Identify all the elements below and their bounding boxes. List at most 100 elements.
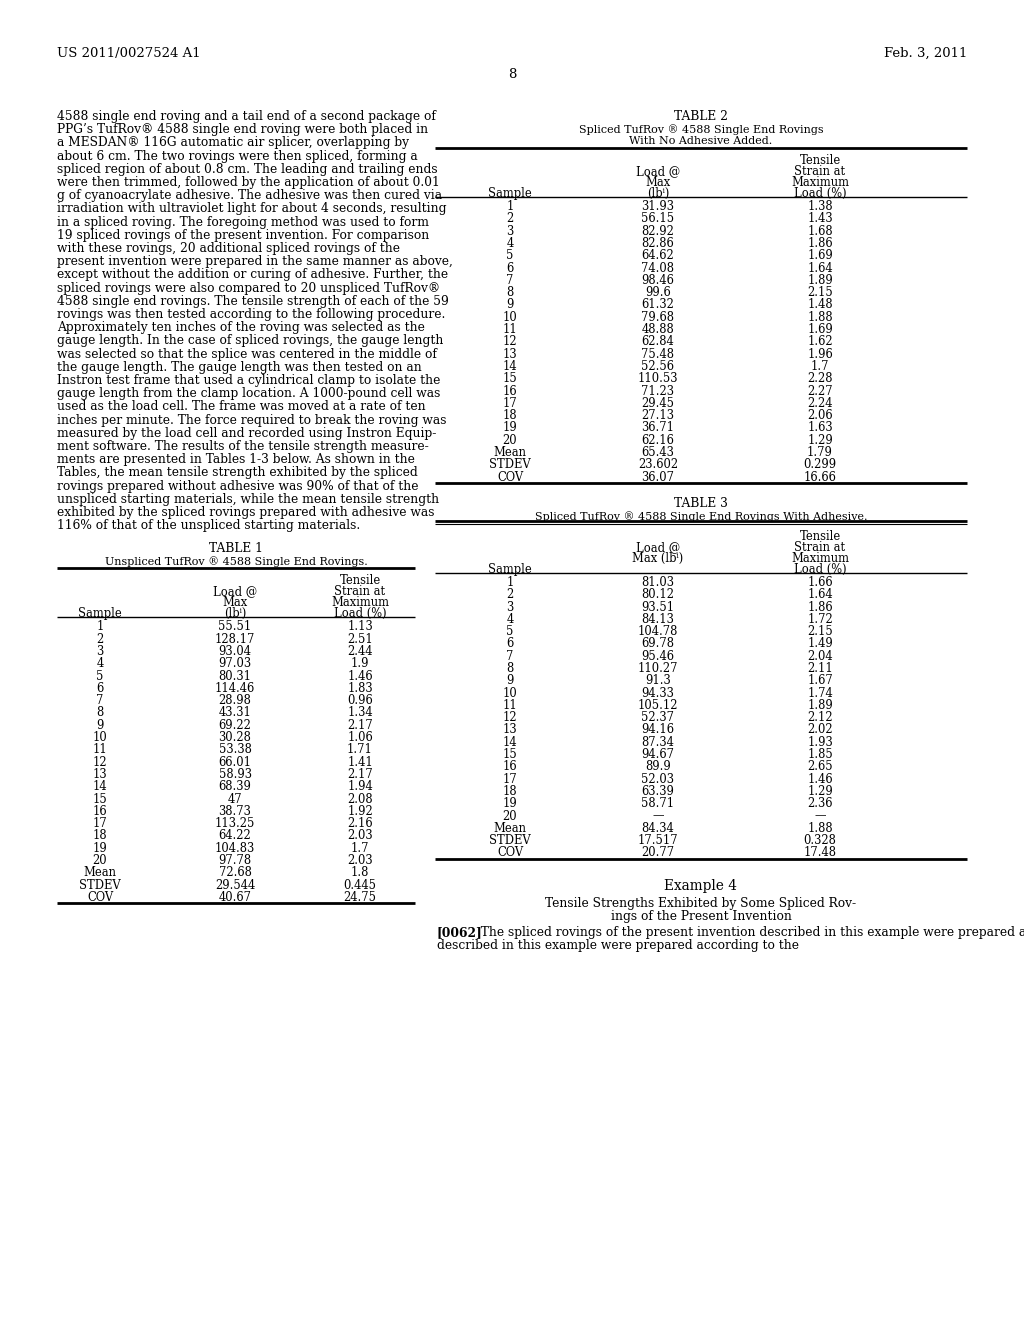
Text: 9: 9 [506,675,514,688]
Text: 19 spliced rovings of the present invention. For comparison: 19 spliced rovings of the present invent… [57,228,429,242]
Text: 1.9: 1.9 [351,657,370,671]
Text: 19: 19 [92,842,108,855]
Text: in a spliced roving. The foregoing method was used to form: in a spliced roving. The foregoing metho… [57,215,429,228]
Text: Approximately ten inches of the roving was selected as the: Approximately ten inches of the roving w… [57,321,425,334]
Text: 1.43: 1.43 [807,213,833,226]
Text: 10: 10 [503,686,517,700]
Text: Load (%): Load (%) [334,607,386,620]
Text: 47: 47 [227,792,243,805]
Text: 12: 12 [503,711,517,725]
Text: 64.62: 64.62 [642,249,675,263]
Text: gauge length from the clamp location. A 1000-pound cell was: gauge length from the clamp location. A … [57,387,440,400]
Text: (lbⁱ): (lbⁱ) [224,607,246,620]
Text: 1.8: 1.8 [351,866,370,879]
Text: 18: 18 [503,409,517,422]
Text: Load (%): Load (%) [794,187,846,201]
Text: 2.17: 2.17 [347,719,373,731]
Text: 16.66: 16.66 [804,471,837,483]
Text: 1: 1 [506,201,514,213]
Text: 75.48: 75.48 [641,347,675,360]
Text: present invention were prepared in the same manner as above,: present invention were prepared in the s… [57,255,453,268]
Text: Tensile: Tensile [339,574,381,587]
Text: 97.78: 97.78 [218,854,252,867]
Text: US 2011/0027524 A1: US 2011/0027524 A1 [57,48,201,59]
Text: 30.28: 30.28 [218,731,252,744]
Text: 1.86: 1.86 [807,601,833,614]
Text: 13: 13 [503,723,517,737]
Text: 2: 2 [96,632,103,645]
Text: 11: 11 [503,698,517,711]
Text: Strain at: Strain at [795,165,846,178]
Text: 2.03: 2.03 [347,854,373,867]
Text: 6: 6 [96,682,103,694]
Text: 0.299: 0.299 [804,458,837,471]
Text: Tensile: Tensile [800,154,841,168]
Text: 0.328: 0.328 [804,834,837,847]
Text: 2.28: 2.28 [807,372,833,385]
Text: Strain at: Strain at [795,541,846,554]
Text: unspliced starting materials, while the mean tensile strength: unspliced starting materials, while the … [57,492,439,506]
Text: 1.83: 1.83 [347,682,373,694]
Text: TABLE 2: TABLE 2 [674,110,728,123]
Text: 15: 15 [503,748,517,762]
Text: described in this example were prepared according to the: described in this example were prepared … [437,939,799,952]
Text: Maximum: Maximum [791,552,849,565]
Text: 36.71: 36.71 [641,421,675,434]
Text: 1.88: 1.88 [807,822,833,834]
Text: 6: 6 [507,638,514,651]
Text: 55.51: 55.51 [218,620,252,634]
Text: 2.17: 2.17 [347,768,373,781]
Text: 1.46: 1.46 [347,669,373,682]
Text: 1.72: 1.72 [807,612,833,626]
Text: 16: 16 [93,805,108,818]
Text: gauge length. In the case of spliced rovings, the gauge length: gauge length. In the case of spliced rov… [57,334,443,347]
Text: 104.83: 104.83 [215,842,255,855]
Text: 8: 8 [96,706,103,719]
Text: 17.517: 17.517 [638,834,678,847]
Text: 80.12: 80.12 [641,589,675,601]
Text: 1.93: 1.93 [807,735,833,748]
Text: 23.602: 23.602 [638,458,678,471]
Text: 5: 5 [96,669,103,682]
Text: 84.13: 84.13 [642,612,675,626]
Text: 2.04: 2.04 [807,649,833,663]
Text: 2: 2 [507,213,514,226]
Text: Load @: Load @ [636,165,680,178]
Text: except without the addition or curing of adhesive. Further, the: except without the addition or curing of… [57,268,449,281]
Text: 82.92: 82.92 [642,224,675,238]
Text: 91.3: 91.3 [645,675,671,688]
Text: ment software. The results of the tensile strength measure-: ment software. The results of the tensil… [57,440,429,453]
Text: 14: 14 [503,360,517,374]
Text: —: — [814,809,825,822]
Text: Feb. 3, 2011: Feb. 3, 2011 [884,48,967,59]
Text: 62.84: 62.84 [642,335,675,348]
Text: Mean: Mean [494,446,526,459]
Text: 110.27: 110.27 [638,663,678,675]
Text: Load @: Load @ [636,541,680,554]
Text: 2.15: 2.15 [807,286,833,300]
Text: 1.96: 1.96 [807,347,833,360]
Text: 93.51: 93.51 [641,601,675,614]
Text: 36.07: 36.07 [641,471,675,483]
Text: Load @: Load @ [213,585,257,598]
Text: a MESDAN® 116G automatic air splicer, overlapping by: a MESDAN® 116G automatic air splicer, ov… [57,136,409,149]
Text: 24.75: 24.75 [343,891,377,904]
Text: 56.15: 56.15 [641,213,675,226]
Text: 1.79: 1.79 [807,446,833,459]
Text: 1.63: 1.63 [807,421,833,434]
Text: 63.39: 63.39 [642,785,675,799]
Text: 14: 14 [93,780,108,793]
Text: 1.29: 1.29 [807,785,833,799]
Text: 2.24: 2.24 [807,397,833,409]
Text: Spliced TufRov ® 4588 Single End Rovings: Spliced TufRov ® 4588 Single End Rovings [579,124,823,135]
Text: 1.06: 1.06 [347,731,373,744]
Text: 31.93: 31.93 [641,201,675,213]
Text: 1.13: 1.13 [347,620,373,634]
Text: 69.78: 69.78 [641,638,675,651]
Text: TABLE 3: TABLE 3 [674,496,728,510]
Text: 95.46: 95.46 [641,649,675,663]
Text: 61.32: 61.32 [642,298,675,312]
Text: Strain at: Strain at [335,585,386,598]
Text: The spliced rovings of the present invention described in this example were prep: The spliced rovings of the present inven… [473,925,1024,939]
Text: 128.17: 128.17 [215,632,255,645]
